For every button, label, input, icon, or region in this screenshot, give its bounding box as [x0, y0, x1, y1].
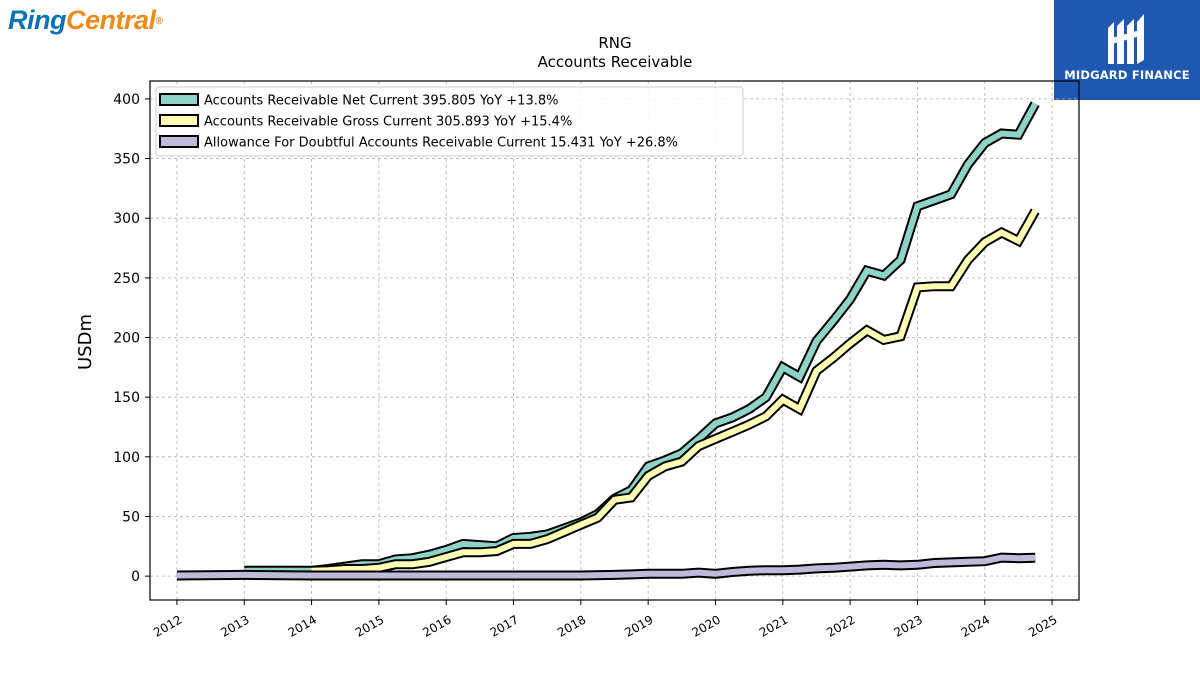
y-tick-label: 350: [113, 152, 140, 168]
midgard-finance-name: MIDGARD FINANCE: [1064, 68, 1190, 82]
logo-text-central: Central: [66, 5, 156, 35]
grid-lines: [150, 81, 1079, 600]
legend-box: [155, 86, 744, 157]
x-tick-label: 2012: [151, 612, 184, 639]
x-tick-label: 2018: [555, 612, 588, 639]
x-tick-label: 2022: [824, 612, 857, 639]
y-axis-label: USDm: [75, 314, 96, 370]
y-tick-label: 0: [131, 569, 140, 585]
x-tick-label: 2017: [488, 612, 521, 639]
ringcentral-logo: RingCentral®: [8, 4, 163, 36]
y-tick-label: 250: [113, 271, 140, 287]
legend-swatch: [159, 114, 199, 127]
y-tick-label: 300: [113, 211, 140, 227]
midgard-mark-icon: [1108, 14, 1144, 64]
logo-registered-mark: ®: [155, 16, 163, 27]
x-tick-label: 2024: [959, 612, 992, 639]
legend: Accounts Receivable Net Current 395.805 …: [155, 86, 744, 157]
x-tick-label: 2014: [286, 612, 319, 639]
x-tick-label: 2023: [891, 612, 924, 639]
x-tick-label: 2015: [353, 612, 386, 639]
y-tick-label: 100: [113, 450, 140, 466]
x-tick-label: 2025: [1026, 612, 1059, 639]
y-tick-label: 50: [122, 509, 140, 525]
x-tick-label: 2019: [622, 612, 655, 639]
y-tick-label: 400: [113, 92, 140, 108]
legend-label: Accounts Receivable Gross Current 305.89…: [204, 115, 572, 130]
series-1-line: [311, 209, 1038, 574]
y-tick-label: 200: [113, 331, 140, 347]
y-tick-label: 150: [113, 390, 140, 406]
chart-title: RNG: [598, 34, 631, 52]
x-tick-label: 2013: [218, 612, 251, 639]
plot-area-frame: [149, 80, 1080, 601]
chart-subtitle: Accounts Receivable: [538, 53, 693, 71]
midgard-finance-logo: MIDGARD FINANCE: [1054, 0, 1200, 100]
legend-label: Allowance For Doubtful Accounts Receivab…: [204, 136, 678, 151]
legend-swatch: [159, 135, 199, 148]
x-tick-label: 2020: [690, 612, 723, 639]
series-0-line: [244, 102, 1038, 574]
x-tick-label: 2016: [420, 612, 453, 639]
legend-swatch: [159, 93, 199, 106]
logo-text-ring: Ring: [8, 5, 67, 35]
series-lines: [176, 101, 1040, 581]
series-2-line: [176, 554, 1036, 579]
legend-label: Accounts Receivable Net Current 395.805 …: [204, 94, 559, 109]
x-tick-label: 2021: [757, 612, 790, 639]
